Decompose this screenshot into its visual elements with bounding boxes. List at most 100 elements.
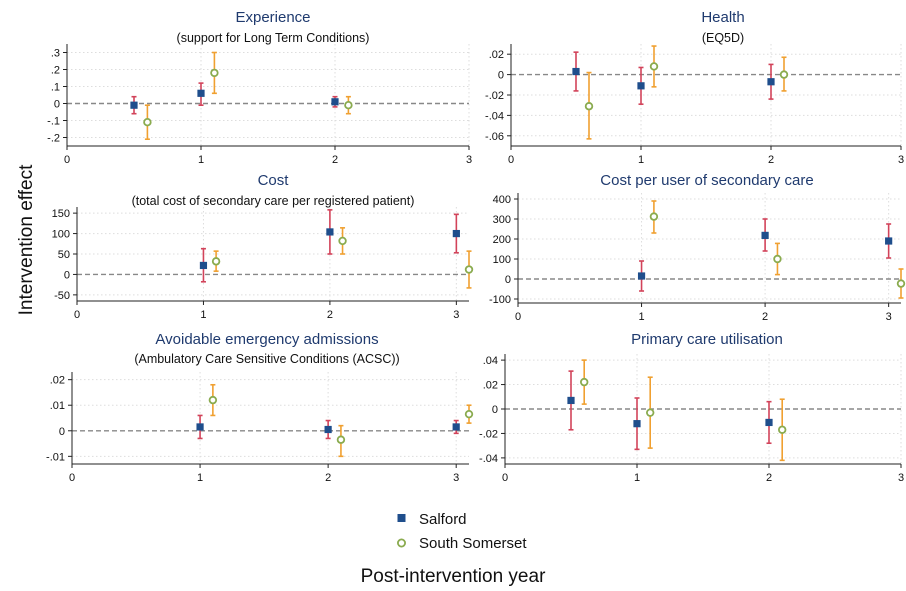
y-tick-label: -.06 [485, 131, 504, 143]
panel-title: Primary care utilisation [631, 331, 783, 348]
y-tick-label: -.02 [479, 428, 498, 440]
salford-point [633, 420, 641, 428]
salford-point [761, 231, 769, 239]
legend-item-south-somerset: South Somerset [396, 535, 527, 552]
x-tick-label: 3 [898, 472, 904, 484]
south-somerset-point [336, 435, 346, 444]
salford-point [196, 423, 204, 431]
panel-subtitle: (EQ5D) [702, 31, 744, 45]
x-tick-label: 2 [325, 472, 331, 484]
y-tick-label: -100 [489, 294, 511, 306]
x-tick-label: 3 [453, 472, 459, 484]
panel-title: Health [701, 9, 744, 26]
x-tick-label: 1 [198, 154, 204, 166]
south-somerset-point [210, 68, 219, 78]
y-tick-label: -.1 [47, 116, 60, 128]
panel-title: Avoidable emergency admissions [155, 331, 378, 348]
south-somerset-point [580, 377, 589, 387]
south-somerset-point [584, 102, 594, 111]
x-tick-label: 1 [634, 472, 640, 484]
south-somerset-point [344, 100, 353, 110]
y-tick-label: 0 [505, 274, 511, 286]
y-tick-label: 150 [52, 208, 70, 220]
panel-6: Primary care utilisation .04 .02 0 -.02 -.04 0… [479, 331, 904, 484]
y-tick-label: .02 [50, 375, 65, 387]
y-tick-label: 100 [493, 254, 511, 266]
panel-title: Experience [235, 9, 310, 26]
x-tick-label: 2 [768, 154, 774, 166]
south-somerset-point [778, 425, 787, 434]
x-tick-label: 1 [200, 309, 206, 321]
south-somerset-legend-marker [396, 538, 406, 548]
y-axis-label: Intervention effect [16, 164, 37, 315]
panel-1: Experience (support for Long Term Conditi… [47, 9, 472, 166]
y-tick-label: 300 [493, 214, 511, 226]
x-tick-label: 0 [515, 311, 521, 323]
y-tick-label: 0 [498, 70, 504, 82]
south-somerset-point [464, 409, 474, 419]
x-tick-label: 2 [766, 472, 772, 484]
x-tick-label: 3 [898, 154, 904, 166]
south-somerset-point [779, 70, 789, 79]
y-tick-label: -.2 [47, 133, 60, 145]
y-tick-label: .02 [489, 49, 504, 61]
x-tick-label: 1 [638, 154, 644, 166]
y-tick-label: 0 [59, 426, 65, 438]
panel-subtitle: (Ambulatory Care Sensitive Conditions (A… [134, 352, 399, 366]
y-tick-label: 400 [493, 194, 511, 206]
y-tick-label: -.02 [485, 90, 504, 102]
south-somerset-point [143, 117, 152, 127]
y-tick-label: 100 [52, 229, 70, 241]
y-tick-label: 0 [492, 404, 498, 416]
panels: Experience (support for Long Term Conditi… [46, 9, 906, 484]
south-somerset-point [646, 408, 655, 417]
y-tick-label: -50 [54, 290, 70, 302]
panel-4: Cost per user of secondary care400300200… [489, 172, 906, 323]
y-tick-label: 200 [493, 234, 511, 246]
y-tick-label: -.04 [485, 110, 504, 122]
south-somerset-point [338, 236, 347, 246]
panel-subtitle: (support for Long Term Conditions) [177, 31, 370, 45]
x-tick-label: 3 [886, 311, 892, 323]
salford-point [567, 396, 575, 405]
y-tick-label: .2 [51, 65, 60, 77]
south-somerset-point [649, 62, 659, 71]
legend: Salford South Somerset [396, 511, 527, 552]
x-tick-label: 2 [332, 154, 338, 166]
south-somerset-point [896, 279, 906, 288]
y-tick-label: .1 [51, 82, 60, 94]
y-tick-label: 0 [64, 269, 70, 281]
y-tick-label: .01 [50, 400, 65, 412]
salford-point [197, 89, 205, 97]
x-tick-label: 3 [453, 309, 459, 321]
x-tick-label: 0 [64, 154, 70, 166]
salford-point [452, 423, 460, 431]
salford-point [637, 82, 645, 90]
salford-point [637, 272, 646, 280]
x-tick-label: 2 [762, 311, 768, 323]
y-tick-label: .02 [483, 380, 498, 392]
salford-legend-marker [397, 514, 406, 522]
salford-point [572, 67, 580, 76]
x-tick-label: 3 [466, 154, 472, 166]
panel-title: Cost [258, 172, 290, 189]
panel-3: Cost (total cost of secondary care per re… [52, 172, 474, 321]
salford-point [331, 98, 339, 106]
legend-item-salford: Salford [397, 511, 467, 528]
panel-title: Cost per user of secondary care [600, 172, 813, 189]
x-tick-label: 1 [638, 311, 644, 323]
salford-point [326, 228, 334, 236]
panel-2: Health (EQ5D) .02 0 -.02 -.04 -.06 0 1 2 3 [485, 9, 904, 166]
x-axis-label: Post-intervention year [361, 566, 546, 587]
y-tick-label: 50 [58, 249, 70, 261]
salford-point [199, 261, 208, 270]
x-tick-label: 1 [197, 472, 203, 484]
south-somerset-point [208, 395, 218, 405]
salford-point [324, 425, 332, 434]
legend-label-salford: Salford [419, 511, 467, 528]
south-somerset-point [649, 212, 659, 221]
salford-point [765, 418, 773, 427]
legend-label-south-somerset: South Somerset [419, 535, 527, 552]
south-somerset-point [464, 265, 474, 274]
